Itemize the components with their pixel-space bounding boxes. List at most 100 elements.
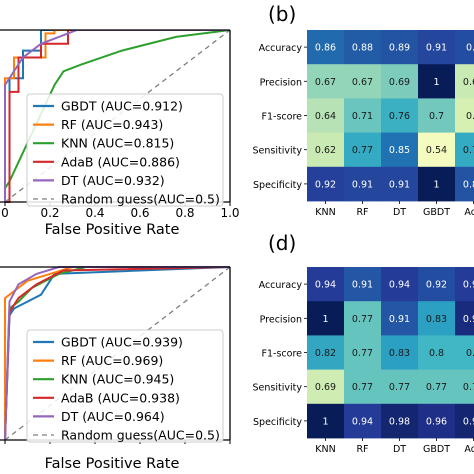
panel-label: (d) (268, 231, 296, 255)
roc-x-tick-label: 1.0 (220, 206, 239, 220)
heatmap-row-label: F1-score (262, 349, 303, 360)
heatmap-cell-label: 0.77 (463, 145, 474, 156)
roc-curve-adab (5, 30, 230, 203)
roc-x-axis-label: False Positive Rate (45, 456, 180, 472)
heatmap-row-label: Precision (260, 77, 302, 88)
heatmap-cell-label: 0.62 (463, 77, 474, 88)
heatmap-col-label: RF (356, 444, 368, 455)
heatmap-cell (344, 166, 382, 202)
roc-curve-rf (4, 30, 230, 202)
heatmap-cell-label: 0.94 (389, 280, 410, 291)
roc-legend (26, 93, 224, 207)
heatmap-col-label: KNN (315, 444, 335, 455)
heatmap-cell (381, 403, 419, 439)
heatmap-row-label: Sensitivity (253, 146, 303, 157)
heatmap-panel-d: (d) Accuracy 0.94 0.91 0.94 0.92 0.94 Precision… (253, 231, 474, 455)
heatmap-cell (344, 267, 382, 302)
heatmap-cell (344, 98, 382, 133)
heatmap-cell (307, 132, 345, 168)
roc-panel-top: 0 0.2 0.4 0.6 0.8 1.0 False Positive Rate GBDT … (0, 29, 240, 238)
heatmap-cell (418, 166, 456, 202)
heatmap-cell (344, 403, 382, 439)
heatmap-cell-label: 0.64 (315, 111, 336, 122)
heatmap-cell (455, 335, 474, 370)
heatmap-col-label: GBDT (423, 444, 450, 455)
heatmap-cell-label: 0.54 (426, 145, 447, 156)
heatmap-cell-label: 0.98 (389, 416, 410, 427)
heatmap-cell (455, 403, 474, 439)
legend-label-adab: AdaB (AUC=0.886) (61, 154, 180, 169)
heatmap-cell-label: 0.91 (389, 179, 410, 190)
roc-x-axis-label: False Positive Rate (45, 222, 180, 238)
heatmap-cell (418, 64, 456, 99)
heatmap-cell-label: 0.82 (315, 348, 336, 359)
heatmap-cell (344, 369, 382, 405)
heatmap-col-label: RF (356, 207, 368, 218)
roc-x-tick-label: 0 (1, 206, 9, 220)
heatmap-cell (307, 369, 345, 405)
heatmap-cell (307, 64, 345, 99)
heatmap-cell-label: 0.67 (352, 77, 373, 88)
heatmap-cell (455, 30, 474, 65)
legend-label-gbdt: GBDT (AUC=0.912) (61, 99, 183, 114)
heatmap-row-label: Accuracy (259, 280, 303, 291)
heatmap-cell (344, 301, 382, 336)
heatmap-cell-label: 0.92 (315, 179, 336, 190)
roc-x-tick-label: 0.2 (40, 206, 59, 220)
heatmap-cell (455, 369, 474, 405)
heatmap-cell-label: 1 (433, 77, 439, 88)
heatmap-cell (381, 267, 419, 302)
heatmap-col-label: DT (393, 207, 406, 218)
heatmap-cell-label: 0.77 (426, 382, 447, 393)
roc-legend (26, 329, 224, 443)
heatmap-cell-label: 0.98 (463, 416, 474, 427)
legend-label-random: Random guess(AUC=0.5) (61, 192, 220, 207)
heatmap-cell-label: 0.92 (426, 280, 447, 291)
panel-label: (b) (268, 2, 296, 26)
heatmap-cell-label: 0.6 (466, 111, 474, 122)
heatmap-cell-label: 0.77 (352, 145, 373, 156)
heatmap-cell-label: 0.83 (389, 348, 410, 359)
heatmap-cell (381, 30, 419, 65)
heatmap-cell (418, 369, 456, 405)
heatmap-cell (418, 403, 456, 439)
heatmap-cell (455, 132, 474, 168)
heatmap-cell-label: 0.89 (463, 179, 474, 190)
heatmap-cell-label: 0.62 (315, 145, 336, 156)
heatmap-cell-label: 0.77 (352, 348, 373, 359)
heatmap-col-label: KNN (315, 207, 335, 218)
heatmap-cell (381, 64, 419, 99)
heatmap-cell-label: 0.85 (389, 145, 410, 156)
heatmap-row-label: Accuracy (259, 43, 303, 54)
legend-label-dt: DT (AUC=0.932) (61, 173, 165, 188)
heatmap-cell-label: 0.77 (352, 314, 373, 325)
heatmap-cell-label: 0.9 (466, 43, 474, 54)
heatmap-cell-label: 0.8 (429, 348, 444, 359)
heatmap-col-label: DT (393, 444, 406, 455)
roc-x-tick-label: 0.8 (175, 206, 194, 220)
heatmap-cell-label: 0.89 (389, 43, 410, 54)
heatmap-col-label: Ada (464, 207, 474, 218)
heatmap-cell-label: 0.86 (315, 43, 336, 54)
heatmap-cell (307, 335, 345, 370)
heatmap-cell (381, 98, 419, 133)
heatmap-panel-b: (b) Accuracy 0.86 0.88 0.89 0.91 0.9 Precision 0… (253, 2, 474, 218)
heatmap-row-label: Precision (260, 314, 302, 325)
heatmap-cell-label: 0.94 (352, 416, 373, 427)
legend-label-gbdt: GBDT (AUC=0.939) (61, 335, 183, 350)
heatmap-cell (381, 369, 419, 405)
heatmap-col-label: Ada (464, 444, 474, 455)
heatmap-cell (344, 132, 382, 168)
heatmap-cell-label: 1 (322, 314, 328, 325)
heatmap-cell-label: 0.76 (389, 111, 410, 122)
heatmap-cell-label: 0.67 (315, 77, 336, 88)
heatmap-cell-label: 0.94 (315, 280, 336, 291)
heatmap-cell (418, 132, 456, 168)
heatmap-cell (307, 267, 345, 302)
heatmap-cell-label: 0.91 (352, 280, 373, 291)
heatmap-cell-label: 0.91 (389, 314, 410, 325)
heatmap-cell-label: 0.83 (426, 314, 447, 325)
heatmap-cell-label: 1 (433, 179, 439, 190)
legend-label-dt: DT (AUC=0.964) (61, 409, 165, 424)
heatmap-cell (344, 335, 382, 370)
